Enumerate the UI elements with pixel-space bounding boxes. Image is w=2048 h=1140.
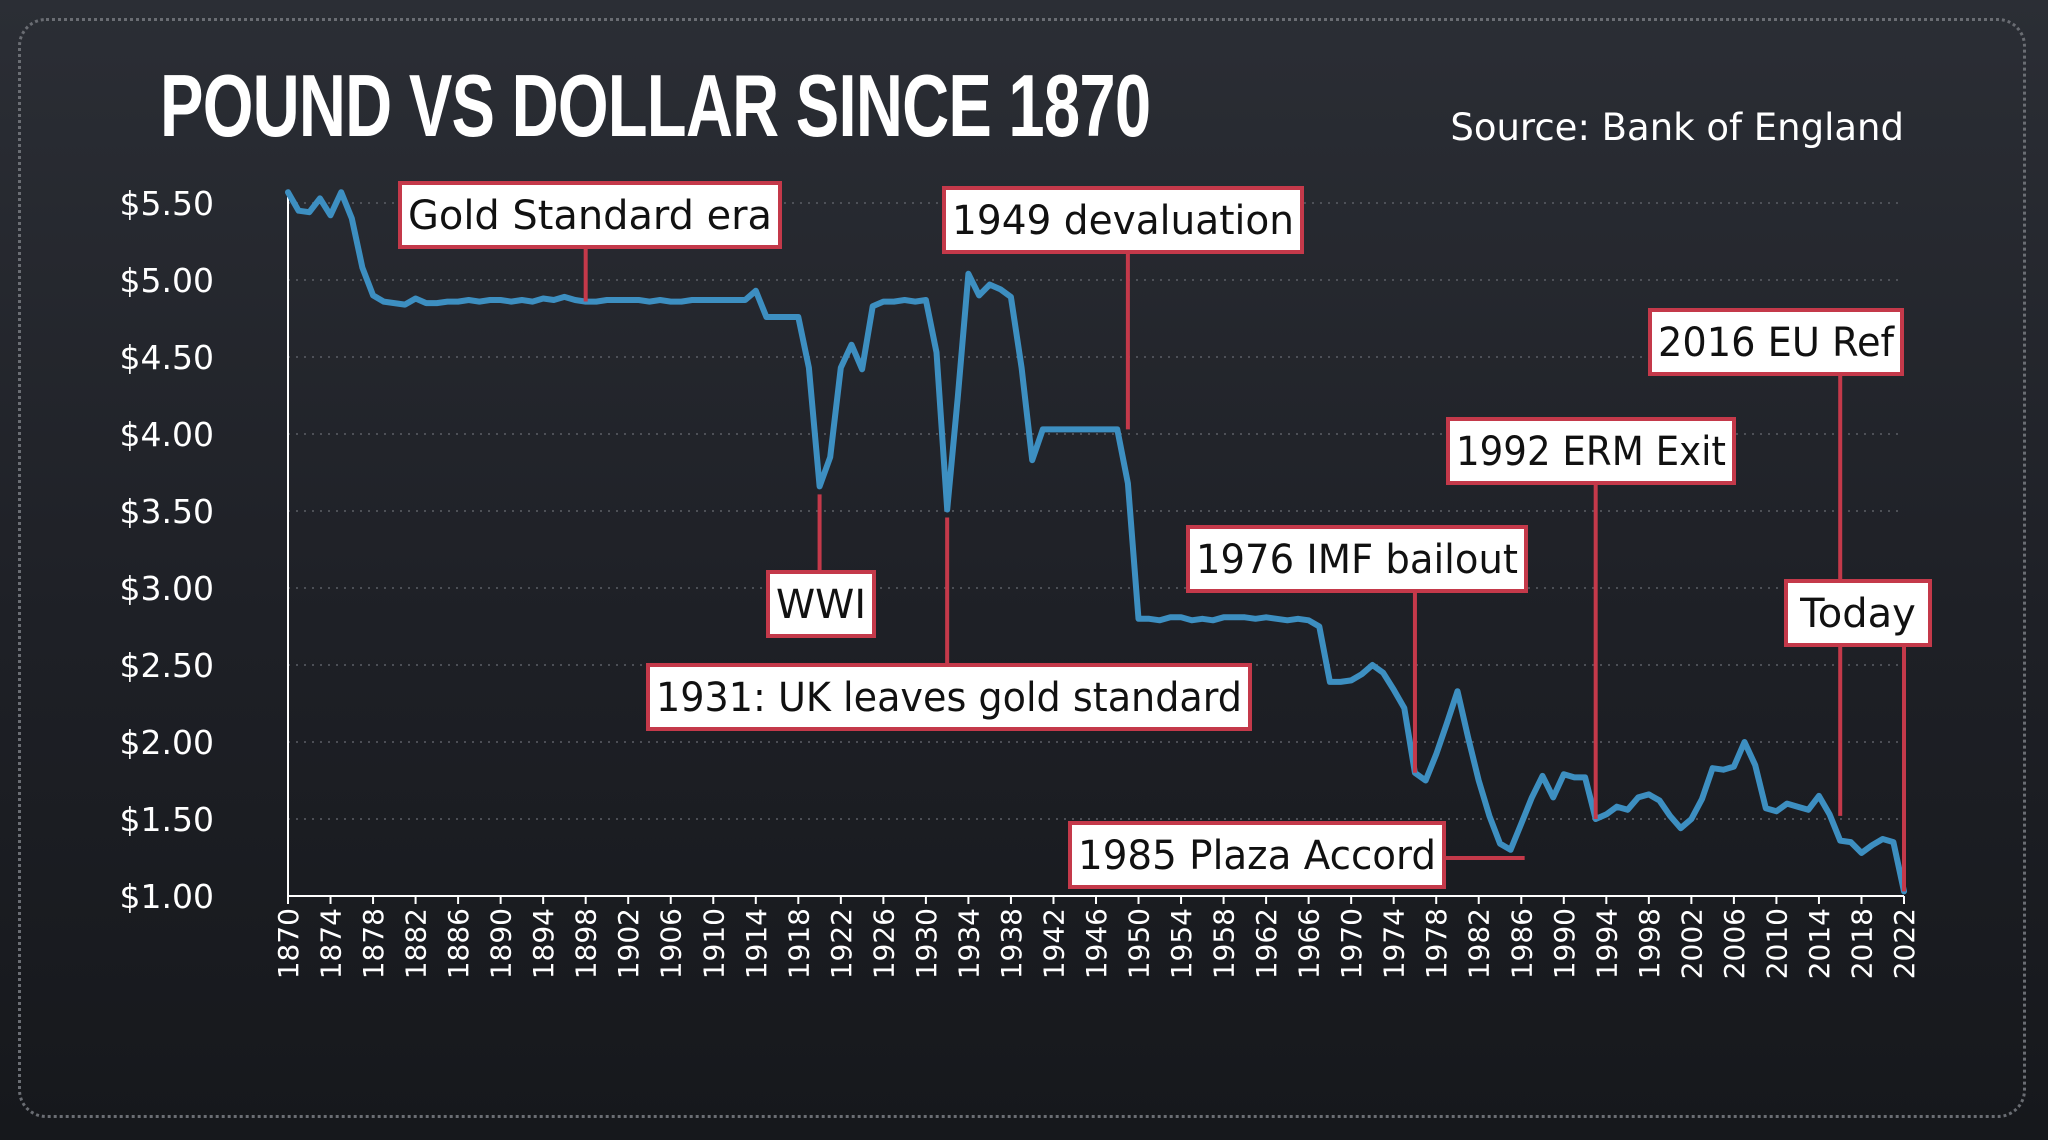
chart-title: POUND VS DOLLAR SINCE 1870	[160, 56, 1151, 155]
data-series	[285, 189, 1907, 895]
annotation-label: 2016 EU Ref	[1658, 320, 1895, 366]
annotation-label: 1931: UK leaves gold standard	[656, 675, 1242, 721]
annotation-box	[1068, 821, 1446, 889]
annotation-box	[646, 663, 1252, 731]
x-tick-label: 1954	[1165, 908, 1198, 979]
annotation: 1992 ERM Exit	[1446, 417, 1736, 485]
y-tick-label: $3.50	[120, 492, 214, 531]
y-tick-label: $3.00	[120, 569, 214, 608]
x-tick-label: 1914	[740, 908, 773, 979]
x-tick-label: 1978	[1420, 908, 1453, 979]
x-tick-label: 1990	[1548, 908, 1581, 979]
annotation: 1976 IMF bailout	[1186, 525, 1528, 593]
annotation: 2016 EU Ref	[1648, 308, 1904, 376]
y-tick-label: $1.00	[120, 877, 214, 916]
x-tick-label: 1962	[1250, 908, 1283, 979]
annotation-box	[1648, 308, 1904, 376]
x-tick-label: 1934	[952, 908, 985, 979]
x-tick-label: 1898	[570, 908, 603, 979]
x-axis: 1870 1874 1878 1882 1886 1890 1894 1898 1902 1906…	[272, 895, 1921, 979]
annotation-label: WWI	[776, 582, 866, 628]
x-tick-label: 1918	[782, 908, 815, 979]
annotation-box	[1784, 579, 1932, 647]
x-tick-label: 1938	[995, 908, 1028, 979]
annotation: 1931: UK leaves gold standard	[646, 663, 1252, 731]
x-tick-label: 1902	[612, 908, 645, 979]
x-tick-label: 1894	[527, 908, 560, 979]
y-tick-label: $4.00	[120, 415, 214, 454]
annotation-label: Today	[1799, 591, 1916, 637]
x-tick-label: 2002	[1675, 908, 1708, 979]
x-tick-label: 1942	[1037, 908, 1070, 979]
annotation: 1985 Plaza Accord	[1068, 821, 1446, 889]
x-tick-label: 1994	[1590, 908, 1623, 979]
x-tick-label: 1946	[1080, 908, 1113, 979]
x-tick-label: 1970	[1335, 908, 1368, 979]
x-tick-label: 2010	[1760, 908, 1793, 979]
annotation-label: Gold Standard era	[408, 193, 772, 239]
y-tick-label: $5.00	[120, 261, 214, 300]
x-tick-label: 2006	[1718, 908, 1751, 979]
y-tick-label: $5.50	[120, 184, 214, 223]
x-tick-label: 1910	[697, 908, 730, 979]
annotation: 1949 devaluation	[942, 186, 1304, 254]
x-tick-label: 1906	[655, 908, 688, 979]
x-tick-label: 1966	[1293, 908, 1326, 979]
annotation-box	[398, 181, 782, 249]
x-tick-label: 1870	[272, 908, 305, 979]
x-tick-label: 1986	[1505, 908, 1538, 979]
x-tick-label: 1890	[485, 908, 518, 979]
annotation-label: 1985 Plaza Accord	[1078, 833, 1436, 879]
x-tick-label: 2018	[1845, 908, 1878, 979]
y-tick-label: $2.00	[120, 723, 214, 762]
annotation-label: 1949 devaluation	[952, 198, 1294, 244]
y-tick-label: $4.50	[120, 338, 214, 377]
x-tick-label: 1882	[400, 908, 433, 979]
annotation-box	[1446, 417, 1736, 485]
annotation-box	[1186, 525, 1528, 593]
x-tick-label: 1958	[1208, 908, 1241, 979]
x-tick-label: 1874	[315, 908, 348, 979]
source-credit: Source: Bank of England	[1450, 106, 1904, 149]
annotations: Gold Standard era WWI 1931: UK leaves gold…	[398, 181, 1932, 892]
y-tick-label: $2.50	[120, 646, 214, 685]
y-axis: $5.50 $5.00 $4.50 $4.00 $3.50 $3.00 $2.50 $2.00…	[120, 184, 289, 916]
annotation: WWI	[766, 570, 876, 638]
x-tick-label: 1998	[1633, 908, 1666, 979]
series-line	[285, 189, 1907, 895]
x-tick-label: 1950	[1123, 908, 1156, 979]
x-tick-label: 1926	[867, 908, 900, 979]
y-tick-label: $1.50	[120, 800, 214, 839]
annotation: Gold Standard era	[398, 181, 782, 249]
x-tick-label: 1974	[1378, 908, 1411, 979]
annotation-box	[766, 570, 876, 638]
x-tick-label: 1886	[442, 908, 475, 979]
annotation-label: 1992 ERM Exit	[1456, 429, 1726, 475]
x-tick-label: 1878	[357, 908, 390, 979]
x-tick-label: 1982	[1463, 908, 1496, 979]
annotation-label: 1976 IMF bailout	[1196, 537, 1518, 583]
annotation-box	[942, 186, 1304, 254]
x-tick-label: 2014	[1803, 908, 1836, 979]
annotation: Today	[1784, 579, 1932, 647]
x-tick-label: 1930	[910, 908, 943, 979]
x-tick-label: 2022	[1888, 908, 1921, 979]
x-tick-label: 1922	[825, 908, 858, 979]
